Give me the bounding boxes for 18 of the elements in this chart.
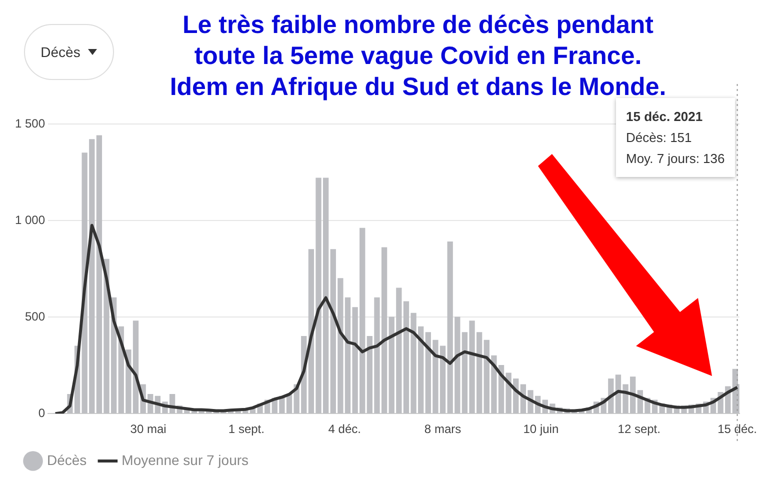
x-tick-label: 12 sept. (618, 422, 660, 436)
annotation: Décès: 151 (626, 129, 693, 147)
annotation: Moy. 7 jours: 136 (626, 150, 725, 168)
legend-label: Moyenne sur 7 jours (122, 452, 249, 468)
y-tick-label: 1 500 (15, 116, 46, 130)
x-tick-label: 30 mai (130, 422, 166, 436)
annotation: 15 déc. 2021 (626, 108, 704, 126)
legend-label: Décès (47, 452, 87, 468)
text: Décès (40, 44, 80, 60)
x-tick-label: 15 déc. (718, 422, 757, 436)
x-tick-label: 1 sept. (228, 422, 264, 436)
y-tick-label: 1 000 (15, 212, 46, 227)
y-tick-label: 0 (38, 406, 46, 420)
x-tick-label: 10 juin (523, 422, 559, 436)
y-tick-label: 500 (25, 309, 46, 324)
x-tick-label: 8 mars (424, 422, 462, 436)
chart-title: Le très faible nombre de décès pendant toute la 5eme vague Covid en France. Idem en Afrique du Sud et dans le Monde. (168, 10, 668, 103)
x-tick-label: 4 déc. (328, 422, 361, 436)
